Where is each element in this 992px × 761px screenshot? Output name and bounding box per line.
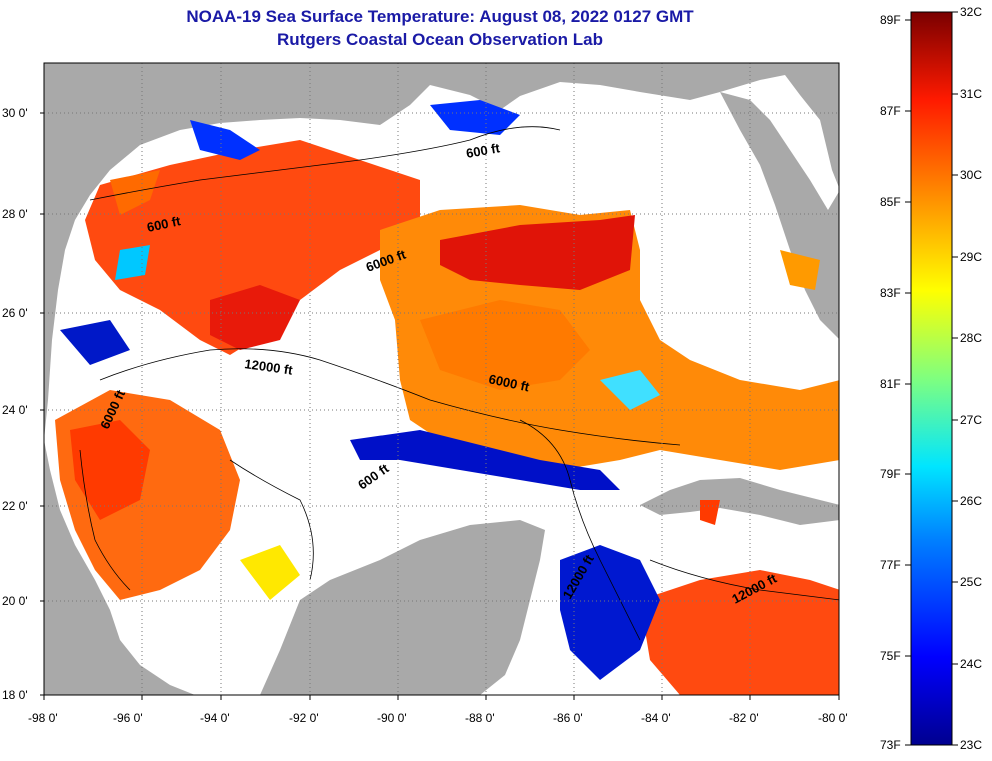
colorbar-c-label: 25C: [960, 575, 982, 589]
lat-tick-label: 22 0': [2, 499, 28, 513]
colorbar-f-label: 77F: [880, 558, 901, 572]
lat-axis: 30 0' 28 0' 26 0' 24 0' 22 0' 20 0' 18 0…: [2, 106, 44, 702]
chart-title: NOAA-19 Sea Surface Temperature: August …: [186, 7, 694, 26]
colorbar-c-label: 23C: [960, 738, 982, 752]
colorbar-c-label: 30C: [960, 168, 982, 182]
contour-label: 12000 ft: [244, 356, 295, 378]
contour-label: 600 ft: [465, 140, 502, 161]
colorbar-c-label: 29C: [960, 250, 982, 264]
lat-tick-label: 24 0': [2, 403, 28, 417]
lon-tick-label: -90 0': [377, 711, 407, 725]
colorbar-c-label: 27C: [960, 413, 982, 427]
lat-tick-label: 28 0': [2, 207, 28, 221]
sst-data: [55, 100, 839, 695]
contour-label: 600 ft: [146, 213, 183, 235]
lon-tick-label: -82 0': [729, 711, 759, 725]
bathymetry-contours: [79, 126, 839, 641]
lon-tick-label: -80 0': [818, 711, 848, 725]
colorbar-f-label: 75F: [880, 649, 901, 663]
lon-tick-label: -96 0': [113, 711, 143, 725]
colorbar-f-label: 79F: [880, 467, 901, 481]
chart-subtitle: Rutgers Coastal Ocean Observation Lab: [277, 30, 603, 49]
lon-tick-label: -88 0': [465, 711, 495, 725]
colorbar-f-label: 87F: [880, 104, 901, 118]
colorbar-f-label: 85F: [880, 195, 901, 209]
colorbar-f-label: 83F: [880, 286, 901, 300]
colorbar-c-label: 26C: [960, 494, 982, 508]
colorbar: 89F 87F 85F 83F 81F 79F 77F 75F 73F 32C …: [880, 5, 982, 752]
lat-tick-label: 20 0': [2, 594, 28, 608]
map-border: [43, 62, 840, 696]
colorbar-f-label: 89F: [880, 13, 901, 27]
grid: [44, 63, 839, 695]
colorbar-f-label: 81F: [880, 377, 901, 391]
lon-axis: -98 0' -96 0' -94 0' -92 0' -90 0' -88 0…: [28, 695, 848, 725]
colorbar-gradient: [910, 11, 953, 746]
lat-tick-label: 18 0': [2, 688, 28, 702]
colorbar-c-label: 24C: [960, 657, 982, 671]
colorbar-f-label: 73F: [880, 738, 901, 752]
lat-tick-label: 30 0': [2, 106, 28, 120]
colorbar-c-label: 28C: [960, 331, 982, 345]
lat-tick-label: 26 0': [2, 306, 28, 320]
lon-tick-label: -86 0': [553, 711, 583, 725]
lon-tick-label: -84 0': [641, 711, 671, 725]
lon-tick-label: -98 0': [28, 711, 58, 725]
colorbar-c-label: 31C: [960, 87, 982, 101]
lon-tick-label: -94 0': [200, 711, 230, 725]
colorbar-c-label: 32C: [960, 5, 982, 19]
lon-tick-label: -92 0': [289, 711, 319, 725]
